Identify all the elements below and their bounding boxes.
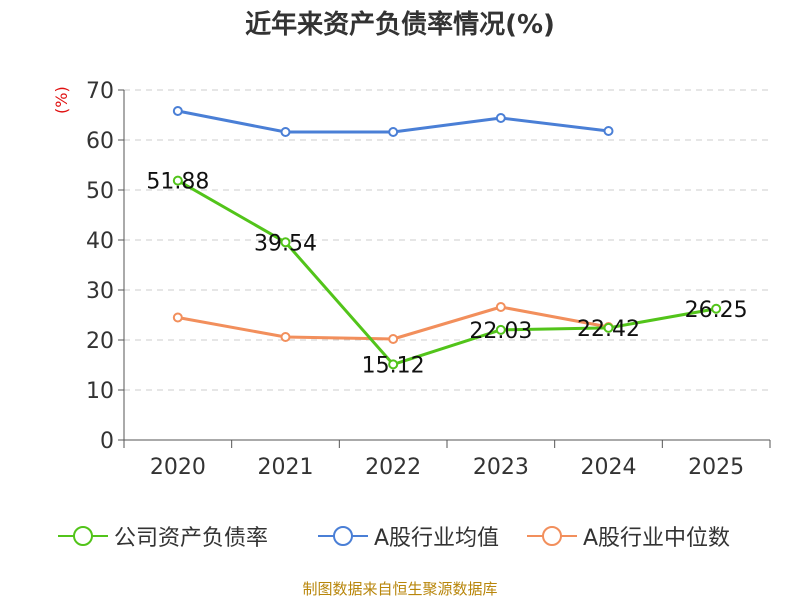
data-point <box>280 237 291 248</box>
series-line-0 <box>177 179 717 366</box>
y-tick-label: 40 <box>86 229 114 254</box>
data-point <box>280 127 291 137</box>
legend-label: 公司资产负债率 <box>114 526 269 551</box>
data-point <box>711 303 722 314</box>
data-point <box>603 126 614 136</box>
data-label: 26.25 <box>685 298 748 323</box>
legend: 公司资产负债率 A股行业均值 A股行业中位数 <box>0 518 800 554</box>
data-label: 39.54 <box>254 231 317 256</box>
data-point <box>388 127 399 137</box>
x-tick-label: 2023 <box>473 455 529 480</box>
source-note: 制图数据来自恒生聚源数据库 <box>302 580 498 598</box>
x-tick-label: 2022 <box>365 455 421 480</box>
x-tick-label: 2025 <box>688 455 744 480</box>
y-tick-label: 60 <box>86 129 114 154</box>
legend-item[interactable]: A股行业均值 <box>318 518 499 554</box>
data-point <box>495 113 506 123</box>
data-point <box>172 175 183 186</box>
y-tick-label: 20 <box>86 329 114 354</box>
legend-marker-icon <box>318 526 368 546</box>
data-label: 51.88 <box>146 170 209 195</box>
data-labels: 51.88 39.54 15.12 22.03 22.42 26.25 <box>146 170 747 379</box>
data-point <box>603 322 614 333</box>
legend-marker-icon <box>58 526 108 546</box>
legend-label: A股行业中位数 <box>583 526 731 551</box>
legend-item[interactable]: A股行业中位数 <box>527 518 730 554</box>
y-tick-label: 30 <box>86 279 114 304</box>
data-point <box>172 312 183 323</box>
data-point <box>172 106 183 116</box>
x-tick-label: 2021 <box>258 455 314 480</box>
data-point <box>495 324 506 335</box>
axes: 0 10 20 30 40 50 60 70 2020 2021 2022 2023 2024 2025 <box>86 79 771 480</box>
data-label: 22.42 <box>577 317 640 342</box>
grid-lines <box>124 89 770 391</box>
legend-item[interactable]: 公司资产负债率 <box>58 518 268 554</box>
y-tick-label: 0 <box>100 429 114 454</box>
y-tick-label: 70 <box>86 79 114 104</box>
data-point <box>388 334 399 344</box>
data-label: 22.03 <box>469 319 532 344</box>
x-tick-label: 2024 <box>581 455 637 480</box>
data-label: 15.12 <box>362 353 425 378</box>
legend-label: A股行业均值 <box>374 526 500 551</box>
data-point <box>495 302 506 312</box>
legend-marker-icon <box>527 526 577 546</box>
x-tick-label: 2020 <box>150 455 206 480</box>
chart-title: 近年来资产负债率情况(%) <box>245 10 555 40</box>
y-tick-label: 10 <box>86 379 114 404</box>
series-layer <box>172 106 722 370</box>
data-point <box>280 332 291 342</box>
y-tick-label: 50 <box>86 179 114 204</box>
data-point <box>388 359 399 370</box>
